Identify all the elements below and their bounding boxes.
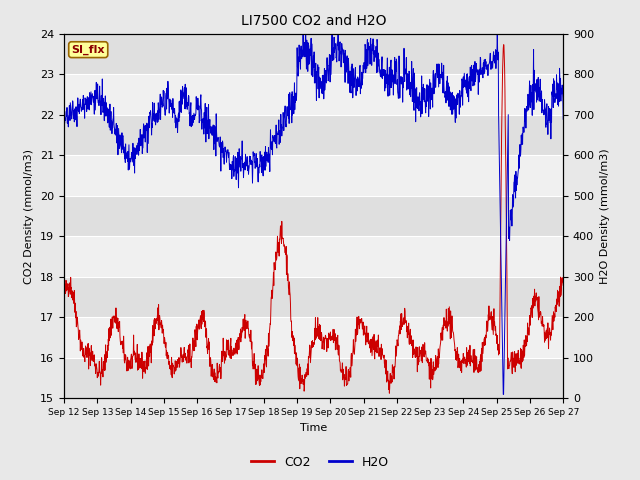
Bar xyxy=(64,277,563,317)
Bar xyxy=(64,358,563,398)
X-axis label: Time: Time xyxy=(300,423,327,432)
Y-axis label: CO2 Density (mmol/m3): CO2 Density (mmol/m3) xyxy=(24,148,35,284)
Bar xyxy=(64,115,563,155)
Legend: CO2, H2O: CO2, H2O xyxy=(246,451,394,474)
Bar xyxy=(64,34,563,74)
Y-axis label: H2O Density (mmol/m3): H2O Density (mmol/m3) xyxy=(600,148,610,284)
Text: SI_flx: SI_flx xyxy=(72,45,105,55)
Title: LI7500 CO2 and H2O: LI7500 CO2 and H2O xyxy=(241,14,387,28)
Bar xyxy=(64,196,563,236)
